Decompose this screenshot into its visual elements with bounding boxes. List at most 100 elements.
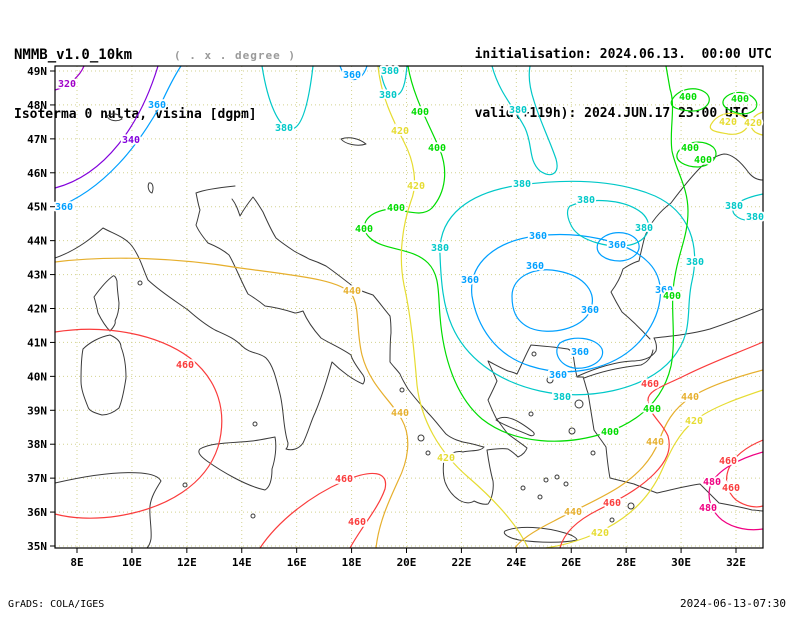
y-tick-label: 44N [27,235,47,248]
contour-line-480 [708,451,764,531]
island-outline [554,474,560,480]
contour-line-380 [566,200,650,247]
contour-label-380: 380 [379,90,397,101]
coastline [54,472,162,549]
y-tick-label: 36N [27,506,47,519]
y-tick-label: 37N [27,472,47,485]
chart-subtitle: Isoterma 0 nulta, visina [dgpm] [14,107,257,122]
coastline [54,185,365,451]
contour-line-400 [676,141,717,168]
contour-label-400: 400 [694,155,712,166]
lake-outline [106,113,123,122]
contour-label-380: 380 [746,212,764,223]
contour-line-460 [726,439,764,508]
contour-label-480: 480 [703,477,721,488]
island-outline [543,477,549,483]
coastline [577,308,764,377]
coastline [583,349,654,379]
contour-label-420: 420 [407,181,425,192]
island-outline [568,427,576,435]
y-tick-label: 42N [27,303,47,316]
contour-label-420: 420 [437,453,455,464]
contour-label-400: 400 [387,203,405,214]
y-tick-label: 48N [27,99,47,112]
coastline [231,196,764,512]
contour-label-400: 400 [663,291,681,302]
contour-label-400: 400 [731,94,749,105]
island-outline [563,481,569,487]
contour-line-360 [339,65,368,81]
contour-label-400: 400 [681,143,699,154]
contour-line-380 [439,180,696,396]
island-outline [546,376,554,384]
contour-line-460 [559,341,764,549]
contour-label-360: 360 [529,231,547,242]
x-tick-label: 12E [177,556,197,569]
contour-line-360 [596,232,640,262]
contour-line-460 [259,472,387,549]
contour-label-400: 400 [355,224,373,235]
contour-label-460: 460 [335,474,353,485]
coastline [198,436,277,491]
coastline [610,153,764,340]
contour-line-420 [545,389,764,549]
contour-line-360 [556,337,604,369]
island-outline [417,434,425,442]
x-tick-label: 8E [70,556,83,569]
contour-label-400: 400 [428,143,446,154]
initialisation-time: initialisation: 2024.06.13. 00:00 UTC [474,47,772,62]
x-tick-label: 10E [122,556,142,569]
y-tick-label: 43N [27,269,47,282]
model-name: NMMB_v1.0_10km [14,47,133,63]
island-outline [590,450,596,456]
contour-label-360: 360 [526,261,544,272]
x-tick-label: 32E [726,556,746,569]
coastline [80,334,127,416]
contour-label-400: 400 [411,107,429,118]
grads-credit: GrADS: COLA/IGES [8,599,105,610]
contour-label-480: 480 [699,503,717,514]
contour-label-460: 460 [603,498,621,509]
contour-line-360 [471,233,661,373]
contour-label-360: 360 [608,240,626,251]
valid-time: valid(+119h): 2024.JUN.17 23:00 UTC [474,106,749,121]
contour-line-400 [722,91,758,115]
contour-line-400 [670,88,710,112]
island-outline [528,411,534,417]
island-outline [250,513,256,519]
contour-label-420: 420 [591,528,609,539]
x-tick-label: 16E [287,556,307,569]
contour-line-440 [54,257,409,549]
contour-line-420 [750,111,764,136]
contour-label-440: 440 [681,392,699,403]
contour-label-460: 460 [719,456,737,467]
contour-label-380: 380 [381,66,399,77]
contour-label-420: 420 [744,118,762,129]
x-tick-label: 24E [506,556,526,569]
island-outline [182,482,188,488]
x-tick-label: 14E [232,556,252,569]
contour-label-380: 380 [431,243,449,254]
y-tick-label: 41N [27,336,47,349]
contour-line-360 [511,269,593,332]
contour-label-440: 440 [391,408,409,419]
island-outline [627,502,635,510]
coastline [503,526,578,543]
contour-line-380 [491,65,558,176]
header-row-1: NMMB_v1.0_10km ( . x . degree ) [14,44,296,63]
contour-label-360: 360 [343,70,361,81]
coastline [495,416,535,437]
contour-line-420 [709,112,749,135]
contour-label-360: 360 [461,275,479,286]
island-outline [520,485,526,491]
contour-label-380: 380 [513,179,531,190]
contour-label-440: 440 [343,286,361,297]
contour-label-380: 380 [635,223,653,234]
contour-label-380: 380 [577,195,595,206]
island-outline [399,387,405,393]
contour-line-340 [54,65,159,189]
contour-label-420: 420 [391,126,409,137]
contour-line-460 [54,328,223,519]
